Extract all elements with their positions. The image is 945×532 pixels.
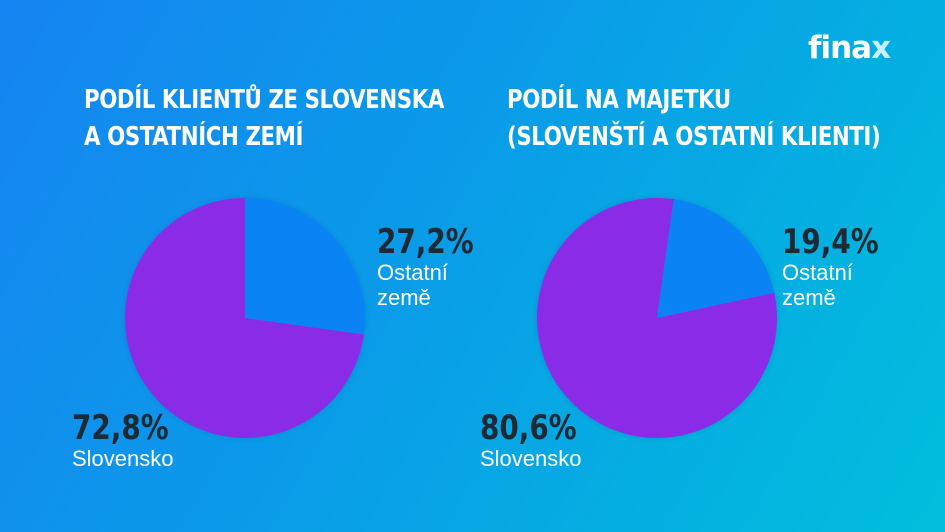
left-slovakia-label: 72,8% Slovensko bbox=[72, 410, 190, 471]
pie-slice-ostatní-země bbox=[245, 198, 365, 335]
left-other-pct: 27,2% bbox=[377, 222, 474, 262]
right-other-name-line1: Ostatní bbox=[782, 260, 853, 285]
left-other-name-line1: Ostatní bbox=[377, 260, 448, 285]
pie-slice-ostatní-země bbox=[657, 199, 775, 318]
left-chart-title: PODÍL KLIENTŮ ZE SLOVENSKA A OSTATNÍCH Z… bbox=[84, 82, 444, 156]
logo-accent: x bbox=[871, 30, 891, 66]
logo-text: fina bbox=[808, 30, 872, 66]
right-title-line1: PODÍL NA MAJETKU bbox=[507, 85, 731, 115]
left-title-line1: PODÍL KLIENTŮ ZE SLOVENSKA bbox=[84, 85, 444, 115]
left-slovakia-pct: 72,8% bbox=[72, 408, 169, 448]
left-other-name-line2: země bbox=[377, 285, 431, 310]
right-title-line2: (SLOVENŠTÍ A OSTATNÍ KLIENTI) bbox=[507, 122, 881, 152]
left-title-line2: A OSTATNÍCH ZEMÍ bbox=[84, 122, 303, 152]
right-other-label: 19,4% Ostatní země bbox=[782, 224, 900, 310]
right-pie-chart bbox=[537, 198, 777, 438]
right-other-pct: 19,4% bbox=[782, 222, 879, 262]
right-slovakia-name: Slovensko bbox=[480, 446, 582, 471]
right-slovakia-pct: 80,6% bbox=[480, 408, 577, 448]
left-slovakia-name: Slovensko bbox=[72, 446, 174, 471]
right-chart-title: PODÍL NA MAJETKU (SLOVENŠTÍ A OSTATNÍ KL… bbox=[507, 82, 881, 156]
right-other-name-line2: země bbox=[782, 285, 836, 310]
left-pie-chart bbox=[125, 198, 365, 438]
right-slovakia-label: 80,6% Slovensko bbox=[480, 410, 598, 471]
pie-slice-slovensko bbox=[125, 198, 364, 438]
pie-slice-slovensko bbox=[537, 198, 777, 438]
left-other-label: 27,2% Ostatní země bbox=[377, 224, 495, 310]
finax-logo: finax bbox=[808, 30, 891, 66]
